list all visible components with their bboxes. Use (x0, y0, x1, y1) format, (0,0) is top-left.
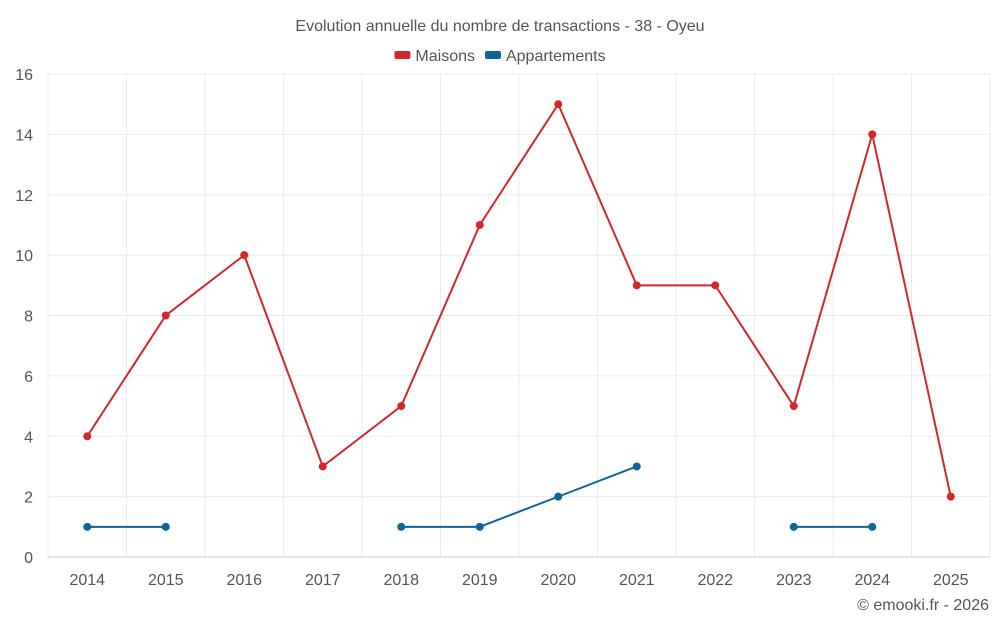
data-point-maisons (554, 100, 563, 109)
y-tick-label: 16 (15, 67, 33, 84)
data-point-appartements (789, 522, 798, 531)
x-tick-label: 2021 (619, 572, 655, 589)
x-tick-label: 2016 (226, 572, 262, 589)
y-axis: 0 2 4 6 8 10 12 14 16 (15, 67, 33, 567)
legend-swatch-appartements (484, 51, 501, 59)
y-tick-label: 8 (24, 309, 33, 326)
x-tick-label: 2018 (383, 572, 419, 589)
grid (47, 73, 991, 558)
series-maisons (83, 100, 955, 501)
data-point-maisons (240, 251, 249, 260)
legend-swatch-maisons (394, 51, 411, 59)
series-line-maisons (86, 102, 952, 497)
data-point-appartements (868, 522, 877, 531)
x-tick-label: 2024 (854, 572, 890, 589)
data-point-maisons (397, 402, 406, 411)
y-tick-label: 14 (15, 127, 33, 144)
y-tick-label: 0 (24, 550, 33, 567)
x-tick-label: 2015 (148, 572, 184, 589)
series-group (83, 100, 955, 531)
data-point-appartements (554, 492, 563, 501)
x-tick-label: 2019 (462, 572, 498, 589)
data-point-maisons (868, 130, 877, 139)
credit-text: © emooki.fr - 2026 (857, 597, 989, 614)
chart-title: Evolution annuelle du nombre de transact… (295, 18, 704, 35)
x-tick-label: 2023 (776, 572, 812, 589)
x-tick-label: 2017 (305, 572, 341, 589)
y-tick-label: 12 (15, 188, 33, 205)
data-point-appartements (475, 522, 484, 531)
x-tick-label: 2014 (69, 572, 105, 589)
data-point-maisons (161, 311, 170, 320)
y-tick-label: 6 (24, 369, 33, 386)
data-point-maisons (475, 220, 484, 229)
data-point-maisons (711, 281, 720, 290)
y-tick-label: 4 (24, 429, 33, 446)
legend: Maisons Appartements (394, 48, 606, 65)
y-tick-label: 10 (15, 248, 33, 265)
series-appartements (83, 462, 877, 531)
data-point-maisons (632, 281, 641, 290)
data-point-appartements (397, 522, 406, 531)
legend-label: Maisons (415, 48, 475, 65)
data-point-appartements (161, 522, 170, 531)
legend-label: Appartements (506, 48, 606, 65)
data-point-maisons (946, 492, 955, 501)
data-point-appartements (83, 522, 92, 531)
x-tick-label: 2020 (540, 572, 576, 589)
data-point-maisons (789, 402, 798, 411)
x-tick-label: 2022 (697, 572, 733, 589)
series-line-appartements (401, 465, 638, 528)
data-point-maisons (318, 462, 327, 471)
data-point-maisons (83, 432, 92, 441)
x-axis: 2014 2015 2016 2017 2018 2019 2020 2021 2022 2023… (69, 572, 968, 589)
data-point-appartements (632, 462, 641, 471)
y-tick-label: 2 (24, 490, 33, 507)
x-tick-label: 2025 (933, 572, 969, 589)
